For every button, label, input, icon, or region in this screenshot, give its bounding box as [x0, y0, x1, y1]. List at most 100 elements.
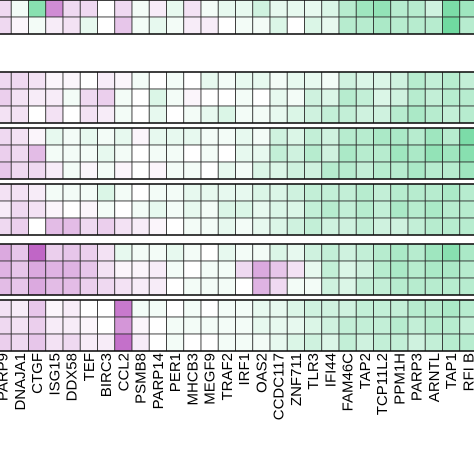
heatmap-panel	[0, 299, 474, 352]
heatmap-cell	[45, 0, 64, 18]
heatmap-cell	[252, 88, 271, 107]
heatmap-cell	[28, 161, 47, 180]
panel-frame	[0, 71, 474, 124]
heatmap-cell	[166, 183, 185, 202]
heatmap-cell	[321, 217, 340, 236]
heatmap-cell	[166, 333, 185, 352]
gene-label: PPM1H	[391, 353, 408, 405]
heatmap-panel	[0, 183, 474, 236]
heatmap-cell	[97, 16, 116, 35]
heatmap-cell	[338, 71, 357, 90]
heatmap-cell	[183, 161, 202, 180]
heatmap-cell	[235, 71, 254, 90]
heatmap-cell	[338, 88, 357, 107]
heatmap-cell	[355, 183, 374, 202]
heatmap-cell	[45, 161, 64, 180]
gene-label: ZNF711	[288, 353, 305, 406]
heatmap-cell	[269, 299, 288, 318]
heatmap-cell	[252, 277, 271, 296]
heatmap-cell	[148, 161, 167, 180]
heatmap-cell	[166, 16, 185, 35]
gene-label: MEGF9	[202, 353, 219, 405]
heatmap-cell	[338, 277, 357, 296]
heatmap-cell	[28, 0, 47, 18]
gene-label: PSMB8	[133, 353, 150, 404]
heatmap-cell	[183, 200, 202, 219]
heatmap-cell	[183, 183, 202, 202]
heatmap-cell	[252, 0, 271, 18]
heatmap-cell	[252, 200, 271, 219]
heatmap-cell	[0, 183, 12, 202]
heatmap-cell	[166, 243, 185, 262]
heatmap-cell	[131, 277, 150, 296]
heatmap-cell	[338, 0, 357, 18]
heatmap-cell	[10, 144, 29, 163]
heatmap-cell	[28, 16, 47, 35]
heatmap-cell	[390, 127, 409, 146]
heatmap-cell	[235, 200, 254, 219]
heatmap-cell	[79, 217, 98, 236]
heatmap-cell	[373, 200, 392, 219]
heatmap-cell	[217, 243, 236, 262]
heatmap-cell	[252, 127, 271, 146]
heatmap-cell	[355, 333, 374, 352]
heatmap-cell	[304, 0, 323, 18]
heatmap-cell	[304, 127, 323, 146]
heatmap-cell	[45, 71, 64, 90]
heatmap-cell	[10, 200, 29, 219]
heatmap-cell	[355, 88, 374, 107]
heatmap-cell	[97, 333, 116, 352]
heatmap-cell	[407, 183, 426, 202]
heatmap-cell	[10, 16, 29, 35]
heatmap-cell	[166, 277, 185, 296]
heatmap-cell	[442, 127, 461, 146]
heatmap-cell	[338, 16, 357, 35]
heatmap-cell	[321, 316, 340, 335]
gene-label: PARP3	[409, 353, 426, 401]
heatmap-cell	[442, 161, 461, 180]
heatmap-cell	[390, 217, 409, 236]
heatmap-cell	[338, 183, 357, 202]
heatmap-cell	[407, 127, 426, 146]
heatmap-cell	[304, 88, 323, 107]
heatmap-cell	[390, 183, 409, 202]
heatmap-cell	[355, 144, 374, 163]
heatmap-cell	[252, 217, 271, 236]
heatmap-cell	[424, 71, 443, 90]
gene-label: RFI B	[460, 353, 474, 391]
heatmap-cell	[166, 217, 185, 236]
heatmap-cell	[235, 0, 254, 18]
heatmap-cell	[338, 105, 357, 124]
heatmap-cell	[62, 105, 81, 124]
heatmap-cell	[373, 260, 392, 279]
heatmap-cell	[217, 144, 236, 163]
heatmap-cell	[0, 16, 12, 35]
heatmap-cell	[424, 88, 443, 107]
heatmap-cell	[269, 277, 288, 296]
heatmap-cell	[304, 316, 323, 335]
heatmap-cell	[62, 144, 81, 163]
gene-label: MHCB3	[184, 353, 201, 406]
heatmap-cell	[97, 0, 116, 18]
gene-label: TRAF2	[219, 353, 236, 401]
heatmap-cell	[148, 316, 167, 335]
heatmap-cell	[166, 0, 185, 18]
heatmap-cell	[148, 299, 167, 318]
gene-label: PER1	[167, 353, 184, 392]
heatmap-cell	[407, 0, 426, 18]
heatmap-cell	[131, 0, 150, 18]
heatmap-cell	[269, 0, 288, 18]
heatmap-cell	[373, 243, 392, 262]
heatmap-cell	[97, 243, 116, 262]
gene-label: BIRC3	[98, 353, 115, 397]
heatmap-cell	[373, 71, 392, 90]
gene-label: DNAJA1	[12, 353, 29, 411]
heatmap-cell	[131, 243, 150, 262]
heatmap-cell	[355, 127, 374, 146]
heatmap-cell	[304, 260, 323, 279]
heatmap-cell	[217, 88, 236, 107]
heatmap-cell	[183, 316, 202, 335]
heatmap-cell	[183, 333, 202, 352]
heatmap-cell	[217, 333, 236, 352]
heatmap-cell	[321, 161, 340, 180]
